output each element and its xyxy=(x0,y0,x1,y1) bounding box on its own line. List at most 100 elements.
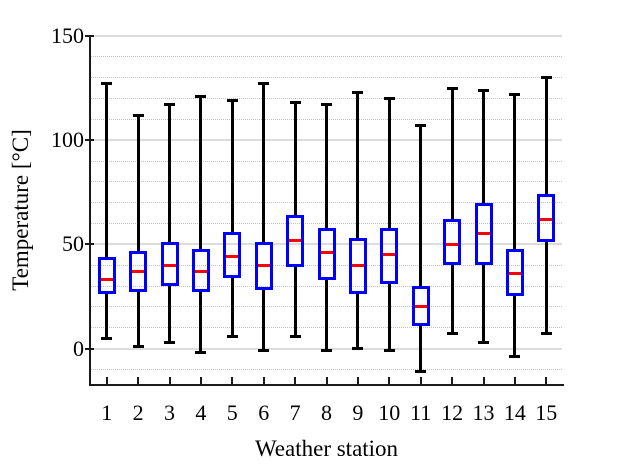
x-axis-line xyxy=(89,384,564,386)
median-line xyxy=(540,217,553,221)
whisker-cap-top xyxy=(509,92,521,96)
median-line xyxy=(289,238,302,242)
whisker-cap-top xyxy=(195,94,207,98)
x-tick xyxy=(513,377,516,384)
whisker-cap-top xyxy=(226,99,238,103)
iqr-box xyxy=(505,248,524,297)
x-tick-label: 11 xyxy=(410,400,432,425)
whisker-cap-top xyxy=(164,103,175,107)
median-line xyxy=(477,232,490,236)
x-tick-label: 12 xyxy=(441,400,464,425)
gridline-major xyxy=(91,35,562,37)
whisker-lower xyxy=(199,292,203,353)
x-tick-label: 14 xyxy=(503,400,526,425)
whisker-cap-top xyxy=(446,86,458,90)
iqr-box xyxy=(474,202,493,266)
whisker-cap-bottom xyxy=(101,336,113,340)
x-tick-labels: 1 2 3 4 5 6 7 8 9 10 11 12 13 14 15 xyxy=(91,402,562,428)
x-tick xyxy=(231,377,234,384)
x-tick xyxy=(325,377,328,384)
plot-area xyxy=(85,35,562,384)
whisker-cap-bottom xyxy=(258,349,270,353)
x-tick-label: 1 xyxy=(101,400,113,425)
whisker-upper xyxy=(230,100,234,232)
gridline-minor xyxy=(91,98,562,99)
iqr-box xyxy=(348,238,367,295)
whisker-cap-bottom xyxy=(352,347,364,351)
whisker-lower xyxy=(387,283,391,351)
iqr-box xyxy=(254,242,273,291)
x-tick-label: 15 xyxy=(535,400,558,425)
whisker-lower xyxy=(293,267,297,337)
x-tick-label: 10 xyxy=(378,400,401,425)
whisker-upper xyxy=(482,90,485,203)
whisker-cap-bottom xyxy=(446,332,458,336)
x-tick xyxy=(294,377,297,384)
whisker-cap-bottom xyxy=(289,334,301,338)
whisker-lower xyxy=(262,290,266,351)
iqr-box xyxy=(97,256,116,295)
median-line xyxy=(383,253,396,257)
whisker-cap-bottom xyxy=(226,334,238,338)
median-line xyxy=(100,278,113,282)
whisker-lower xyxy=(482,265,485,343)
iqr-box xyxy=(191,248,210,293)
whisker-cap-top xyxy=(415,124,427,128)
iqr-box xyxy=(286,215,305,268)
median-line xyxy=(257,263,270,267)
whisker-lower xyxy=(544,242,548,334)
median-line xyxy=(414,305,427,309)
whisker-lower xyxy=(450,265,454,334)
whisker-cap-top xyxy=(352,90,364,94)
whisker-upper xyxy=(105,83,109,257)
x-tick xyxy=(419,377,422,384)
median-line xyxy=(446,242,459,246)
whisker-cap-top xyxy=(258,82,270,86)
x-axis-label: Weather station xyxy=(254,436,399,461)
whisker-lower xyxy=(513,296,517,357)
whisker-upper xyxy=(419,125,423,287)
whisker-lower xyxy=(136,292,140,347)
whisker-cap-top xyxy=(289,101,301,105)
whisker-cap-bottom xyxy=(415,369,427,373)
whisker-lower xyxy=(168,286,171,343)
iqr-box xyxy=(443,219,462,266)
whisker-cap-bottom xyxy=(478,340,489,344)
median-line xyxy=(320,251,333,255)
whisker-lower xyxy=(356,294,360,349)
whisker-cap-top xyxy=(321,103,332,107)
whisker-upper xyxy=(325,104,328,228)
whisker-cap-top xyxy=(101,82,113,86)
whisker-lower xyxy=(230,277,234,337)
x-tick xyxy=(356,377,359,384)
whisker-cap-bottom xyxy=(383,349,395,353)
median-line xyxy=(194,269,207,273)
whisker-lower xyxy=(325,279,328,351)
whisker-cap-bottom xyxy=(540,332,552,336)
x-tick-label: 2 xyxy=(132,400,144,425)
x-tick xyxy=(451,377,454,384)
y-tick-label: 150 xyxy=(51,23,84,48)
x-tick xyxy=(199,377,202,384)
iqr-box xyxy=(411,286,430,326)
whisker-upper xyxy=(262,83,266,243)
whisker-cap-bottom xyxy=(195,351,207,355)
x-tick-label: 9 xyxy=(352,400,364,425)
x-tick-label: 4 xyxy=(195,400,207,425)
x-tick-label: 8 xyxy=(321,400,332,425)
y-tick-label: 100 xyxy=(51,127,84,153)
iqr-box xyxy=(380,227,399,284)
x-tick xyxy=(262,377,265,384)
whisker-upper xyxy=(199,96,203,249)
gridline-minor xyxy=(91,368,562,370)
y-tick-labels: 150 100 50 0 xyxy=(0,25,84,384)
whisker-cap-bottom xyxy=(509,355,521,359)
iqr-box xyxy=(317,227,336,280)
gridline-minor xyxy=(91,264,562,266)
median-line xyxy=(226,255,239,259)
whisker-upper xyxy=(387,98,391,228)
median-line xyxy=(132,269,145,273)
iqr-box xyxy=(160,242,179,287)
x-tick xyxy=(545,377,548,384)
